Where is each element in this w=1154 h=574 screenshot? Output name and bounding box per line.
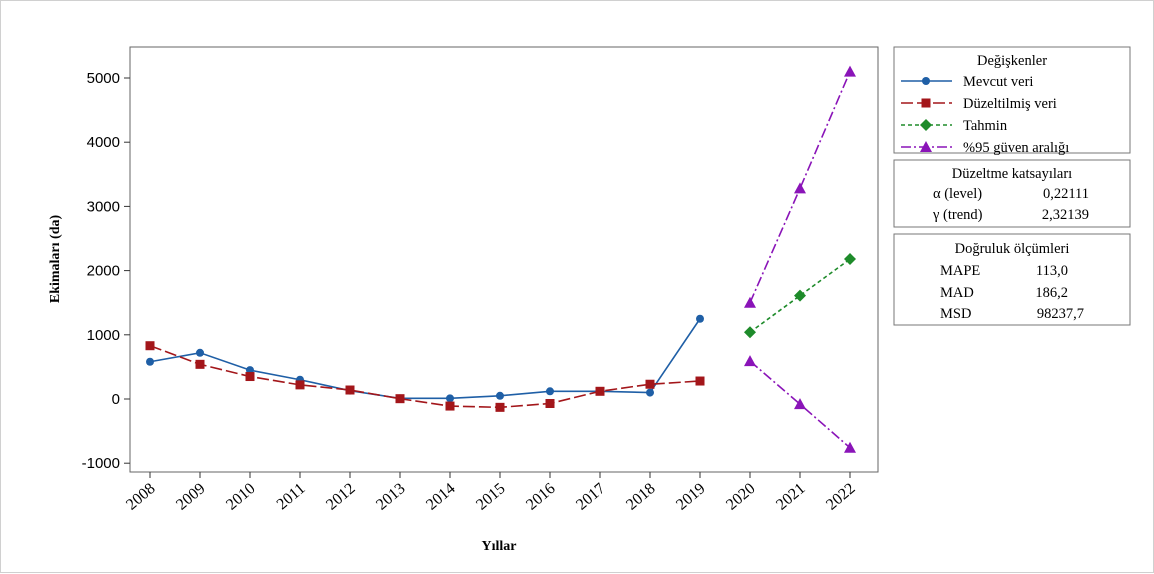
accuracy-label-mape: MAPE	[940, 263, 980, 279]
series-line	[149, 318, 701, 400]
accuracy-box	[893, 233, 1131, 326]
accuracy-label-msd: MSD	[940, 306, 971, 322]
legend-box	[893, 46, 1131, 154]
series-line-point	[794, 289, 806, 302]
lower-bound-line-point	[844, 441, 856, 453]
series-line-point	[844, 253, 856, 266]
x-axis-title: Yıllar	[482, 539, 517, 554]
series-line-point	[446, 394, 454, 403]
x-tick-label: 2016	[523, 480, 558, 514]
x-tick-label: 2009	[173, 480, 208, 514]
lower-bound-line	[749, 360, 851, 449]
series-line-point	[196, 348, 204, 357]
accuracy-value-msd: 98237,7	[1037, 306, 1084, 322]
x-tick-label: 2010	[223, 480, 258, 514]
smoothing-title: Düzeltme katsayıları	[952, 166, 1072, 182]
x-tick-label: 2008	[123, 480, 158, 514]
y-tick-label: 0	[112, 391, 120, 408]
legend-marker	[922, 77, 930, 85]
x-tick-label: 2012	[323, 480, 358, 514]
x-tick-label: 2014	[423, 480, 458, 514]
legend-marker	[920, 141, 932, 152]
series-line-point	[245, 372, 255, 382]
series-line-point	[695, 376, 705, 386]
y-axis-title: Ekimaları (da)	[48, 215, 63, 304]
accuracy-table: Doğruluk ölçümleri MAPE 113,0 MAD 186,2 …	[893, 233, 1131, 326]
y-tick-label: 1000	[87, 327, 120, 344]
series-line-point	[445, 401, 455, 411]
x-tick-label: 2015	[473, 480, 508, 514]
series-line-point	[195, 359, 205, 369]
y-axis: -1000 0 1000 2000 3000 4000 5000	[82, 70, 130, 472]
series-1	[145, 341, 705, 412]
x-tick-label: 2020	[723, 480, 758, 514]
series-line-point	[546, 387, 554, 396]
series-line-point	[495, 402, 505, 412]
series-2	[744, 253, 856, 339]
legend-label: Tahmin	[963, 118, 1008, 134]
series-3	[744, 65, 856, 453]
series-line-point	[595, 386, 605, 396]
series-layer	[145, 65, 856, 453]
series-0	[146, 314, 704, 403]
legend-item: %95 güven aralığı	[901, 140, 1069, 156]
smoothing-label-gamma: γ (trend)	[932, 207, 983, 223]
x-tick-label: 2018	[623, 480, 658, 514]
legend-title: Değişkenler	[977, 53, 1047, 69]
legend-marker	[921, 98, 931, 108]
lower-bound-line-point	[744, 355, 756, 367]
x-tick-label: 2021	[773, 480, 808, 514]
upper-bound-line-point	[794, 182, 806, 194]
legend-item: Düzeltilmiş veri	[901, 96, 1057, 112]
smoothing-box	[893, 159, 1131, 228]
series-line-point	[395, 394, 405, 404]
smoothing-value-gamma: 2,32139	[1042, 207, 1089, 223]
series-line-point	[645, 379, 655, 389]
upper-bound-line-point	[744, 296, 756, 308]
x-tick-label: 2019	[673, 480, 708, 514]
accuracy-value-mad: 186,2	[1035, 285, 1068, 301]
series-line-point	[295, 380, 305, 390]
legend-item: Mevcut veri	[901, 74, 1033, 90]
y-tick-label: 5000	[87, 70, 120, 87]
series-line-point	[545, 398, 555, 408]
legend: Değişkenler Mevcut veri Düzeltilmiş veri T…	[893, 46, 1131, 156]
y-tick-label: 2000	[87, 263, 120, 280]
series-line	[149, 344, 701, 409]
y-tick-label: 3000	[87, 198, 120, 215]
accuracy-label-mad: MAD	[940, 285, 974, 301]
legend-label: Düzeltilmiş veri	[963, 96, 1057, 112]
series-line-point	[646, 388, 654, 397]
legend-item: Tahmin	[901, 118, 1008, 134]
legend-marker	[920, 119, 932, 131]
lower-bound-line-point	[794, 398, 806, 410]
y-tick-label: 4000	[87, 134, 120, 151]
series-line-point	[145, 341, 155, 351]
series-line-point	[496, 391, 504, 400]
accuracy-value-mape: 113,0	[1036, 263, 1068, 279]
x-tick-label: 2017	[573, 480, 608, 514]
plot-area	[129, 46, 879, 473]
smoothing-table: Düzeltme katsayıları α (level) 0,22111 γ…	[893, 159, 1131, 228]
series-line-point	[345, 385, 355, 395]
x-tick-label: 2022	[823, 480, 858, 514]
series-line-point	[696, 314, 704, 323]
series-line-point	[146, 357, 154, 366]
legend-label: Mevcut veri	[963, 74, 1033, 90]
smoothing-value-alpha: 0,22111	[1043, 186, 1089, 202]
upper-bound-line-point	[844, 65, 856, 77]
series-line-point	[744, 326, 756, 339]
x-axis: 2008 2009 2010 2011 2012 2013 2014 2015 2016 2017…	[123, 472, 859, 514]
smoothing-label-alpha: α (level)	[933, 186, 982, 202]
legend-label: %95 güven aralığı	[963, 140, 1069, 156]
y-tick-label: -1000	[82, 455, 120, 472]
x-tick-label: 2013	[373, 480, 408, 514]
accuracy-title: Doğruluk ölçümleri	[955, 241, 1070, 257]
x-tick-label: 2011	[274, 480, 309, 513]
upper-bound-line	[749, 71, 851, 304]
